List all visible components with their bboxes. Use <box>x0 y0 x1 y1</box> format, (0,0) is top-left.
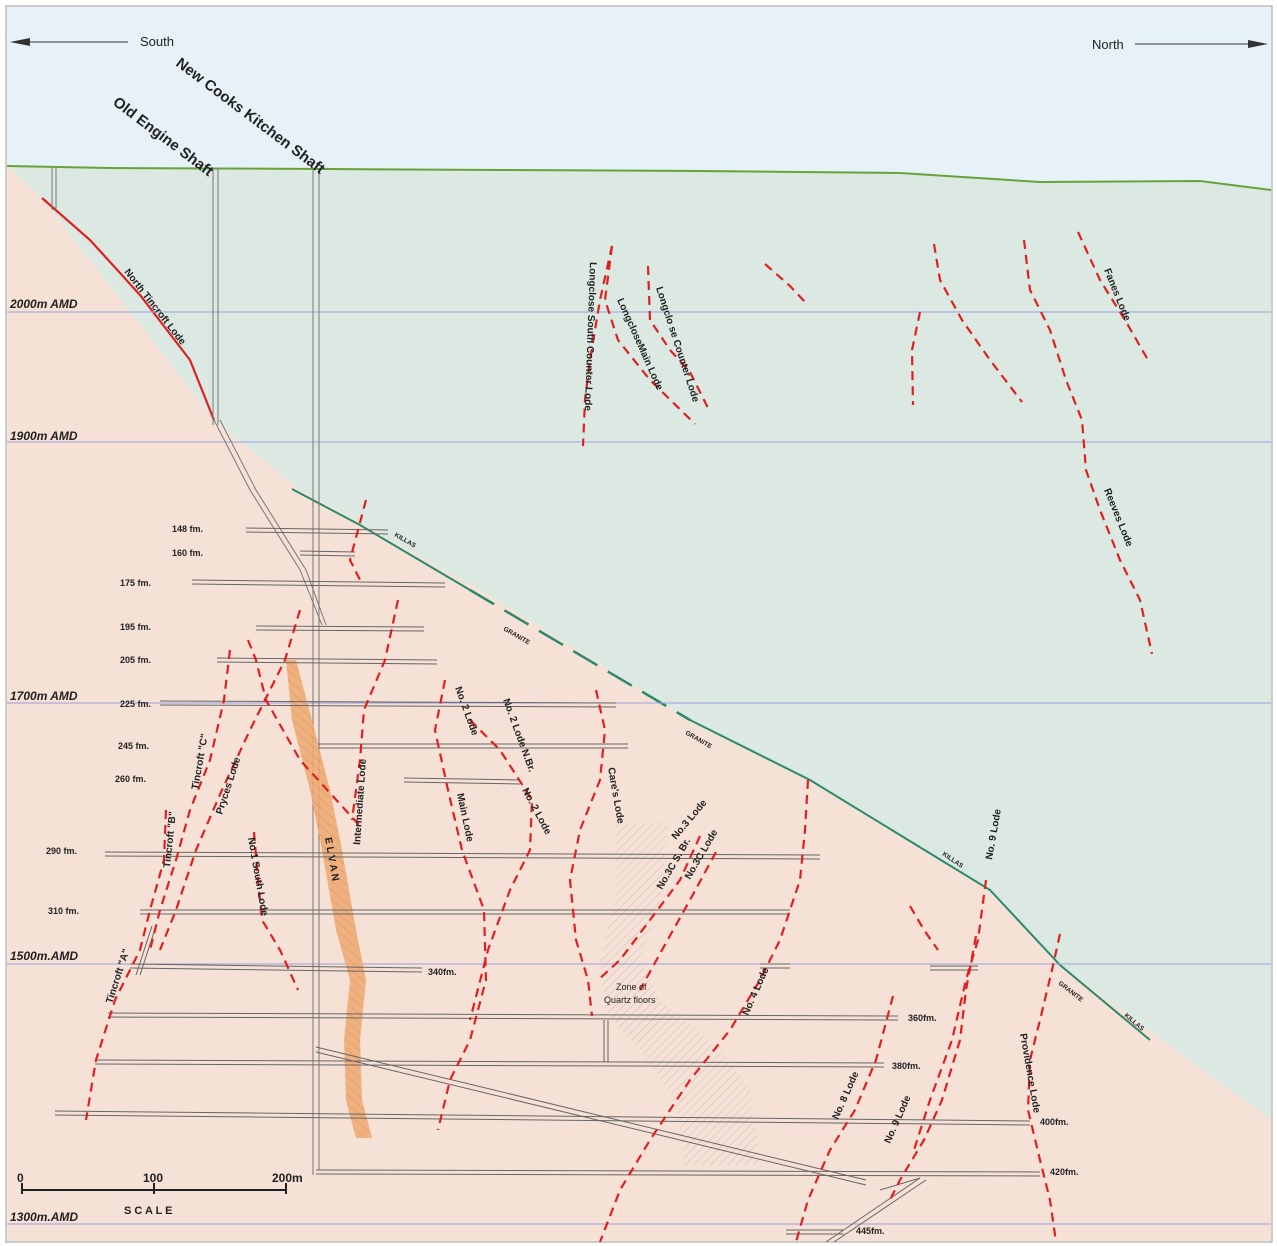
scale-tick-100: 100 <box>143 1171 163 1185</box>
quartz-zone-label-1: Zone of <box>616 982 647 992</box>
lode-label: Longclose South Counter Lode <box>582 262 598 412</box>
south-arrowhead-icon <box>10 38 30 46</box>
north-label: North <box>1092 37 1124 52</box>
level-label: 310 fm. <box>48 906 79 916</box>
elevation-label-1700: 1700m AMD <box>10 689 78 703</box>
elevation-label-1900: 1900m AMD <box>10 429 78 443</box>
level-label: 360fm. <box>908 1013 937 1023</box>
killas-region <box>7 166 1271 1120</box>
scale-tick-200: 200m <box>272 1171 303 1185</box>
granite-killas-contact-dashed <box>469 588 691 722</box>
granite-killas-contact-lower <box>689 719 1151 1041</box>
sky-region <box>7 7 1271 192</box>
scale-bar <box>21 1183 287 1194</box>
level-label: 245 fm. <box>118 741 149 751</box>
level-label: 148 fm. <box>172 524 203 534</box>
level-label: 205 fm. <box>120 655 151 665</box>
north-arrowhead-icon <box>1248 40 1268 48</box>
granite-killas-contact <box>291 488 471 591</box>
level-label: 445fm. <box>856 1226 885 1236</box>
scale-tick-0: 0 <box>17 1171 24 1185</box>
level-label: 340fm. <box>428 967 457 977</box>
shafts <box>51 168 327 1175</box>
lode-traces <box>84 231 1154 1243</box>
level-label: 260 fm. <box>115 774 146 784</box>
mine-levels <box>54 527 1041 1243</box>
elevation-label-1300: 1300m.AMD <box>10 1210 78 1224</box>
north-tincroft-lode <box>41 197 216 421</box>
south-label: South <box>140 34 174 49</box>
level-label: 400fm. <box>1040 1117 1069 1127</box>
elevation-label-1500: 1500m.AMD <box>10 949 78 963</box>
level-label: 380fm. <box>892 1061 921 1071</box>
quartz-floors-zone <box>600 822 760 1165</box>
scale-label: S C A L E <box>124 1205 173 1217</box>
level-label: 290 fm. <box>46 846 77 856</box>
elevation-label-2000: 2000m AMD <box>9 297 78 311</box>
quartz-zone-label-2: Quartz floors <box>604 995 656 1005</box>
level-label: 195 fm. <box>120 622 151 632</box>
surface-line <box>6 165 1272 191</box>
level-label: 225 fm. <box>120 699 151 709</box>
level-label: 420fm. <box>1050 1167 1079 1177</box>
level-label: 175 fm. <box>120 578 151 588</box>
level-label: 160 fm. <box>172 548 203 558</box>
